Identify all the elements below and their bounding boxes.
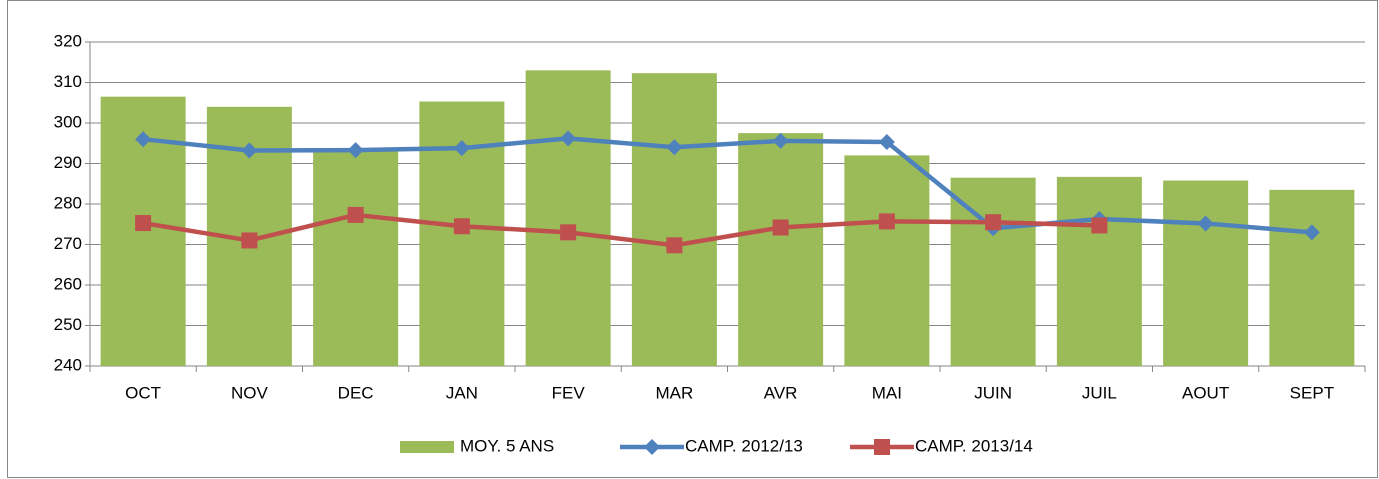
x-tick-label: JUIN — [974, 383, 1012, 402]
marker — [772, 132, 789, 149]
bar — [1056, 176, 1142, 366]
bar — [313, 151, 399, 366]
marker — [772, 219, 789, 236]
marker — [878, 213, 895, 230]
y-tick-label: 240 — [54, 355, 82, 374]
bar — [950, 177, 1036, 366]
y-tick-label: 310 — [54, 72, 82, 91]
marker — [874, 439, 890, 455]
legend-swatch — [400, 441, 454, 453]
x-tick-label: JAN — [446, 383, 478, 402]
x-tick-label: MAI — [872, 383, 902, 402]
marker — [347, 142, 364, 159]
x-tick-label: AVR — [764, 383, 798, 402]
marker — [985, 214, 1002, 231]
x-tick-label: NOV — [231, 383, 269, 402]
bar — [1163, 180, 1249, 366]
y-tick-label: 260 — [54, 274, 82, 293]
marker — [241, 232, 258, 249]
marker — [666, 139, 683, 156]
x-tick-label: SEPT — [1290, 383, 1334, 402]
legend-label: CAMP. 2013/14 — [915, 436, 1033, 455]
legend-label: MOY. 5 ANS — [460, 436, 554, 455]
marker — [1091, 217, 1108, 234]
marker — [135, 131, 152, 148]
x-tick-label: MAR — [655, 383, 693, 402]
y-tick-label: 270 — [54, 234, 82, 253]
marker — [347, 206, 364, 223]
bar — [1269, 189, 1355, 366]
line — [142, 212, 1100, 248]
marker — [644, 439, 660, 455]
x-tick-label: DEC — [338, 383, 374, 402]
y-tick-label: 280 — [54, 193, 82, 212]
y-tick-label: 320 — [54, 31, 82, 50]
x-tick-label: FEV — [552, 383, 586, 402]
y-tick-label: 300 — [54, 112, 82, 131]
marker — [453, 218, 470, 235]
legend-label: CAMP. 2012/13 — [685, 436, 803, 455]
marker — [878, 134, 895, 151]
bar — [844, 155, 930, 366]
y-tick-label: 290 — [54, 153, 82, 172]
x-tick-label: OCT — [125, 383, 161, 402]
line — [142, 136, 1313, 235]
marker — [560, 224, 577, 241]
x-tick-label: AOUT — [1182, 383, 1229, 402]
marker — [1197, 215, 1214, 232]
marker — [560, 130, 577, 147]
marker — [453, 140, 470, 157]
marker — [135, 215, 152, 232]
y-tick-label: 250 — [54, 315, 82, 334]
marker — [241, 142, 258, 159]
bar — [631, 73, 717, 366]
marker — [666, 237, 683, 254]
bar — [525, 70, 611, 366]
marker — [1303, 224, 1320, 241]
bar — [738, 133, 824, 366]
x-tick-label: JUIL — [1082, 383, 1117, 402]
